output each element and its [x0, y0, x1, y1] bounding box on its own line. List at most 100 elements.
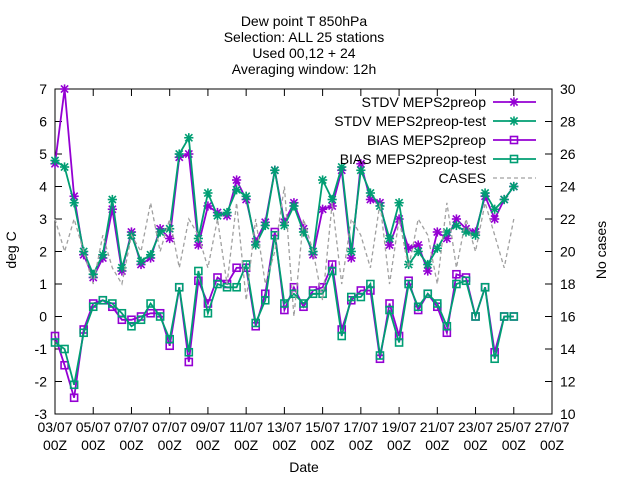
data-point — [308, 289, 318, 299]
series-cases — [54, 186, 515, 317]
data-point — [470, 230, 481, 240]
data-point — [260, 220, 270, 231]
legend-label: STDV MEPS2preop — [362, 94, 487, 110]
y-tick-label: -1 — [35, 341, 48, 357]
data-point — [365, 188, 376, 198]
series-line — [54, 235, 514, 386]
data-point — [241, 191, 251, 201]
data-point — [165, 233, 175, 244]
data-point — [88, 302, 98, 312]
y-axis-left: -3 -2 -1 0 1 2 3 4 5 6 7 — [35, 81, 62, 422]
data-point — [136, 256, 146, 266]
y-tick-label: 7 — [39, 81, 47, 97]
data-point — [193, 233, 203, 244]
y-tick-label: 3 — [39, 211, 47, 227]
series-line — [54, 186, 515, 317]
data-point — [442, 227, 452, 237]
data-point — [174, 149, 184, 159]
y-tick-label: 4 — [39, 179, 47, 195]
data-point — [260, 295, 270, 305]
data-point — [59, 162, 70, 172]
data-point — [155, 227, 165, 237]
data-point — [461, 276, 471, 286]
data-point — [98, 295, 108, 305]
data-point — [346, 292, 356, 302]
data-point — [394, 338, 404, 347]
data-point — [232, 263, 241, 273]
data-point — [366, 279, 375, 289]
data-point — [136, 315, 146, 325]
data-point — [203, 308, 213, 318]
data-point — [384, 240, 395, 250]
data-point — [327, 266, 337, 276]
y-tick-label: 6 — [39, 114, 47, 130]
y-tick-label: 1 — [39, 276, 47, 292]
y2-tick-label: 12 — [560, 374, 576, 390]
data-point — [50, 155, 60, 166]
data-point — [451, 214, 462, 224]
legend-entry: BIAS MEPS2preop-test — [340, 151, 536, 167]
data-point — [480, 282, 490, 292]
y-tick-label: 0 — [39, 309, 47, 325]
legend-entry: STDV MEPS2preop — [362, 94, 536, 110]
data-point — [127, 321, 136, 331]
data-point — [231, 185, 242, 195]
data-point — [499, 194, 509, 205]
legend-entry: BIAS MEPS2preop — [367, 132, 536, 148]
data-point — [509, 116, 519, 126]
data-point — [146, 299, 155, 308]
y-tick-label: 2 — [39, 244, 47, 260]
data-point — [356, 165, 366, 175]
title-line: Dew point T 850hPa — [241, 13, 368, 29]
legend-entry: STDV MEPS2preop-test — [334, 113, 536, 129]
series-bias-meps2preop-test — [50, 230, 519, 390]
data-point — [280, 299, 289, 308]
y-axis-label: deg C — [3, 231, 19, 268]
x-tick-label: 13/07 — [267, 419, 302, 435]
data-point — [452, 269, 461, 279]
data-point — [385, 305, 394, 315]
data-point — [413, 246, 423, 257]
data-point — [442, 321, 452, 331]
y2-tick-label: 10 — [560, 406, 576, 422]
data-point — [241, 260, 251, 269]
y2-tick-label: 20 — [560, 244, 576, 260]
data-point — [98, 250, 108, 260]
data-point — [165, 334, 174, 344]
title-line: Selection: ALL 25 stations — [224, 29, 385, 45]
data-point — [279, 220, 289, 231]
data-point — [145, 250, 156, 260]
data-point — [509, 312, 519, 321]
data-point — [318, 204, 328, 214]
legend-entry: CASES — [439, 170, 536, 186]
data-point — [69, 393, 79, 403]
y2-tick-label: 16 — [560, 309, 576, 325]
data-point — [232, 282, 241, 292]
x-tick-label: 15/07 — [305, 419, 340, 435]
data-point — [375, 351, 385, 360]
data-point — [298, 227, 309, 237]
x-tick-label: 11/07 — [229, 419, 263, 435]
x-tick-label: 00Z — [43, 437, 68, 453]
data-point — [203, 188, 213, 198]
x-tick-label: 00Z — [540, 437, 565, 453]
data-point — [289, 289, 299, 299]
x-tick-label: 00Z — [502, 437, 527, 453]
data-point — [490, 214, 500, 224]
x-tick-label: 00Z — [349, 437, 374, 453]
data-point — [509, 135, 519, 145]
x-tick-label: 23/07 — [458, 419, 493, 435]
x-tick-label: 00Z — [119, 437, 144, 453]
data-point — [432, 227, 442, 237]
data-point — [108, 299, 117, 308]
x-tick-label: 00Z — [311, 437, 336, 453]
data-point — [69, 380, 79, 390]
data-point — [327, 194, 337, 205]
x-tick-label: 00Z — [234, 437, 259, 453]
data-point — [413, 240, 423, 250]
x-axis: 03/07 00Z 05/07 00Z 07/07 00Z 07/07 00Z 09/07 00Z… — [37, 89, 570, 453]
data-point — [231, 175, 242, 185]
data-point — [117, 308, 127, 318]
data-point — [356, 292, 366, 302]
